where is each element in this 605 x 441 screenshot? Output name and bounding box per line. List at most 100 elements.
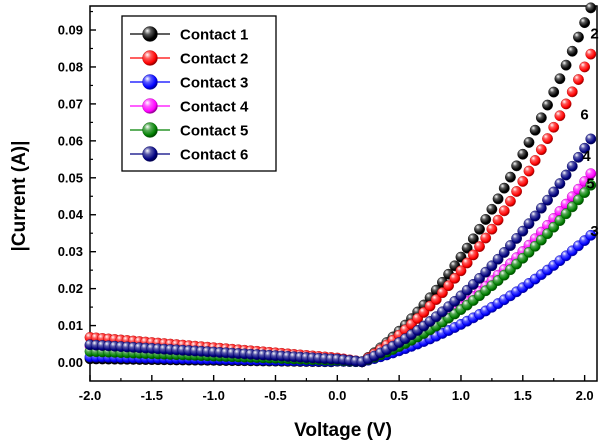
y-tick-label: 0.06	[58, 133, 83, 148]
legend: Contact 1 Contact 2 Contact 3 Contact 4 Cont…	[121, 15, 277, 172]
data-point	[573, 31, 584, 43]
data-point	[437, 287, 448, 299]
legend-marker	[142, 50, 158, 66]
legend-marker	[142, 26, 158, 42]
legend-item: Contact 4	[130, 98, 249, 116]
data-point	[529, 124, 541, 136]
data-point	[486, 223, 498, 235]
y-tick-label: 0.09	[58, 23, 83, 38]
data-point	[523, 136, 535, 148]
data-point	[573, 151, 584, 163]
data-point	[480, 232, 492, 244]
data-point	[560, 98, 572, 110]
curve-label-4: 4	[582, 148, 591, 165]
y-tick-label: 0.02	[58, 281, 83, 296]
legend-label: Contact 1	[180, 27, 248, 44]
data-point	[560, 208, 572, 220]
plot-area	[89, 5, 598, 382]
legend-marker	[142, 146, 158, 162]
y-tick-label: 0.04	[58, 207, 84, 222]
data-point	[517, 225, 529, 237]
data-point	[535, 202, 547, 214]
data-point	[554, 110, 566, 122]
x-tick-label: 1.0	[452, 388, 470, 403]
x-tick-label: -0.5	[264, 388, 286, 403]
curve-label-2: 2	[590, 25, 598, 42]
curve-label-6: 6	[580, 106, 588, 123]
plot-frame	[89, 5, 598, 382]
data-point	[554, 178, 566, 189]
data-point	[585, 48, 597, 60]
x-tick-label: -1.0	[202, 388, 224, 403]
data-point	[542, 194, 553, 206]
x-tick-label: -1.5	[141, 388, 163, 403]
data-point	[492, 214, 504, 226]
legend-box	[121, 15, 277, 172]
data-point	[560, 59, 572, 71]
data-point	[517, 175, 529, 187]
data-point	[505, 171, 516, 183]
y-tick-label: 0.08	[58, 59, 83, 74]
data-point	[566, 45, 578, 57]
curve-label-3: 3	[590, 223, 598, 240]
data-point	[579, 61, 591, 73]
data-point	[579, 17, 591, 29]
data-point	[461, 242, 473, 254]
data-point	[430, 294, 442, 305]
data-point	[505, 240, 516, 251]
data-point	[554, 73, 566, 85]
data-point	[480, 214, 492, 225]
data-point	[455, 265, 467, 277]
data-point	[548, 121, 560, 133]
data-point	[573, 194, 584, 206]
data-point	[523, 165, 535, 177]
legend-label: Contact 4	[180, 99, 249, 116]
legend-marker	[142, 122, 158, 138]
data-point	[498, 247, 510, 258]
data-point	[535, 112, 547, 124]
y-tick-label: 0.05	[58, 170, 83, 185]
data-point	[585, 133, 597, 145]
y-tick-label: 0.00	[58, 355, 83, 370]
legend-item: Contact 5	[130, 122, 248, 140]
legend-items: Contact 1 Contact 2 Contact 3 Contact 4 Cont…	[130, 26, 249, 164]
data-point	[585, 229, 597, 241]
legend-label: Contact 6	[180, 147, 248, 164]
data-point	[529, 210, 541, 222]
x-tick-label: -2.0	[79, 388, 101, 403]
data-point	[542, 133, 553, 145]
data-point	[585, 168, 597, 180]
curve-annotations: 123456	[580, 25, 598, 240]
data-point	[492, 193, 504, 205]
data-point	[498, 182, 510, 194]
data-point	[505, 195, 516, 207]
data-point	[449, 272, 461, 284]
data-point	[579, 142, 591, 154]
data-point	[560, 169, 572, 181]
legend-item: Contact 1	[130, 26, 248, 44]
y-tick-label: 0.07	[58, 96, 83, 111]
data-point	[542, 99, 553, 111]
legend-item: Contact 6	[130, 146, 248, 164]
x-tick-label: 2.0	[576, 388, 594, 403]
legend-label: Contact 2	[180, 51, 248, 68]
data-point	[548, 86, 560, 98]
data-point	[573, 74, 584, 85]
x-tick-label: 1.5	[514, 388, 532, 403]
y-tick-label: 0.01	[58, 318, 83, 333]
data-point	[474, 241, 485, 252]
legend-label: Contact 5	[180, 123, 248, 140]
legend-label: Contact 3	[180, 75, 248, 92]
data-point	[498, 205, 510, 217]
data-point	[529, 155, 541, 166]
data-point	[517, 148, 529, 160]
x-tick-label: 0.5	[390, 388, 408, 403]
data-point	[566, 201, 578, 213]
data-point	[511, 233, 523, 244]
data-point	[511, 186, 523, 197]
data-point	[461, 257, 473, 269]
data-point	[554, 215, 566, 226]
legend-marker	[142, 74, 158, 90]
data-point	[511, 160, 523, 172]
